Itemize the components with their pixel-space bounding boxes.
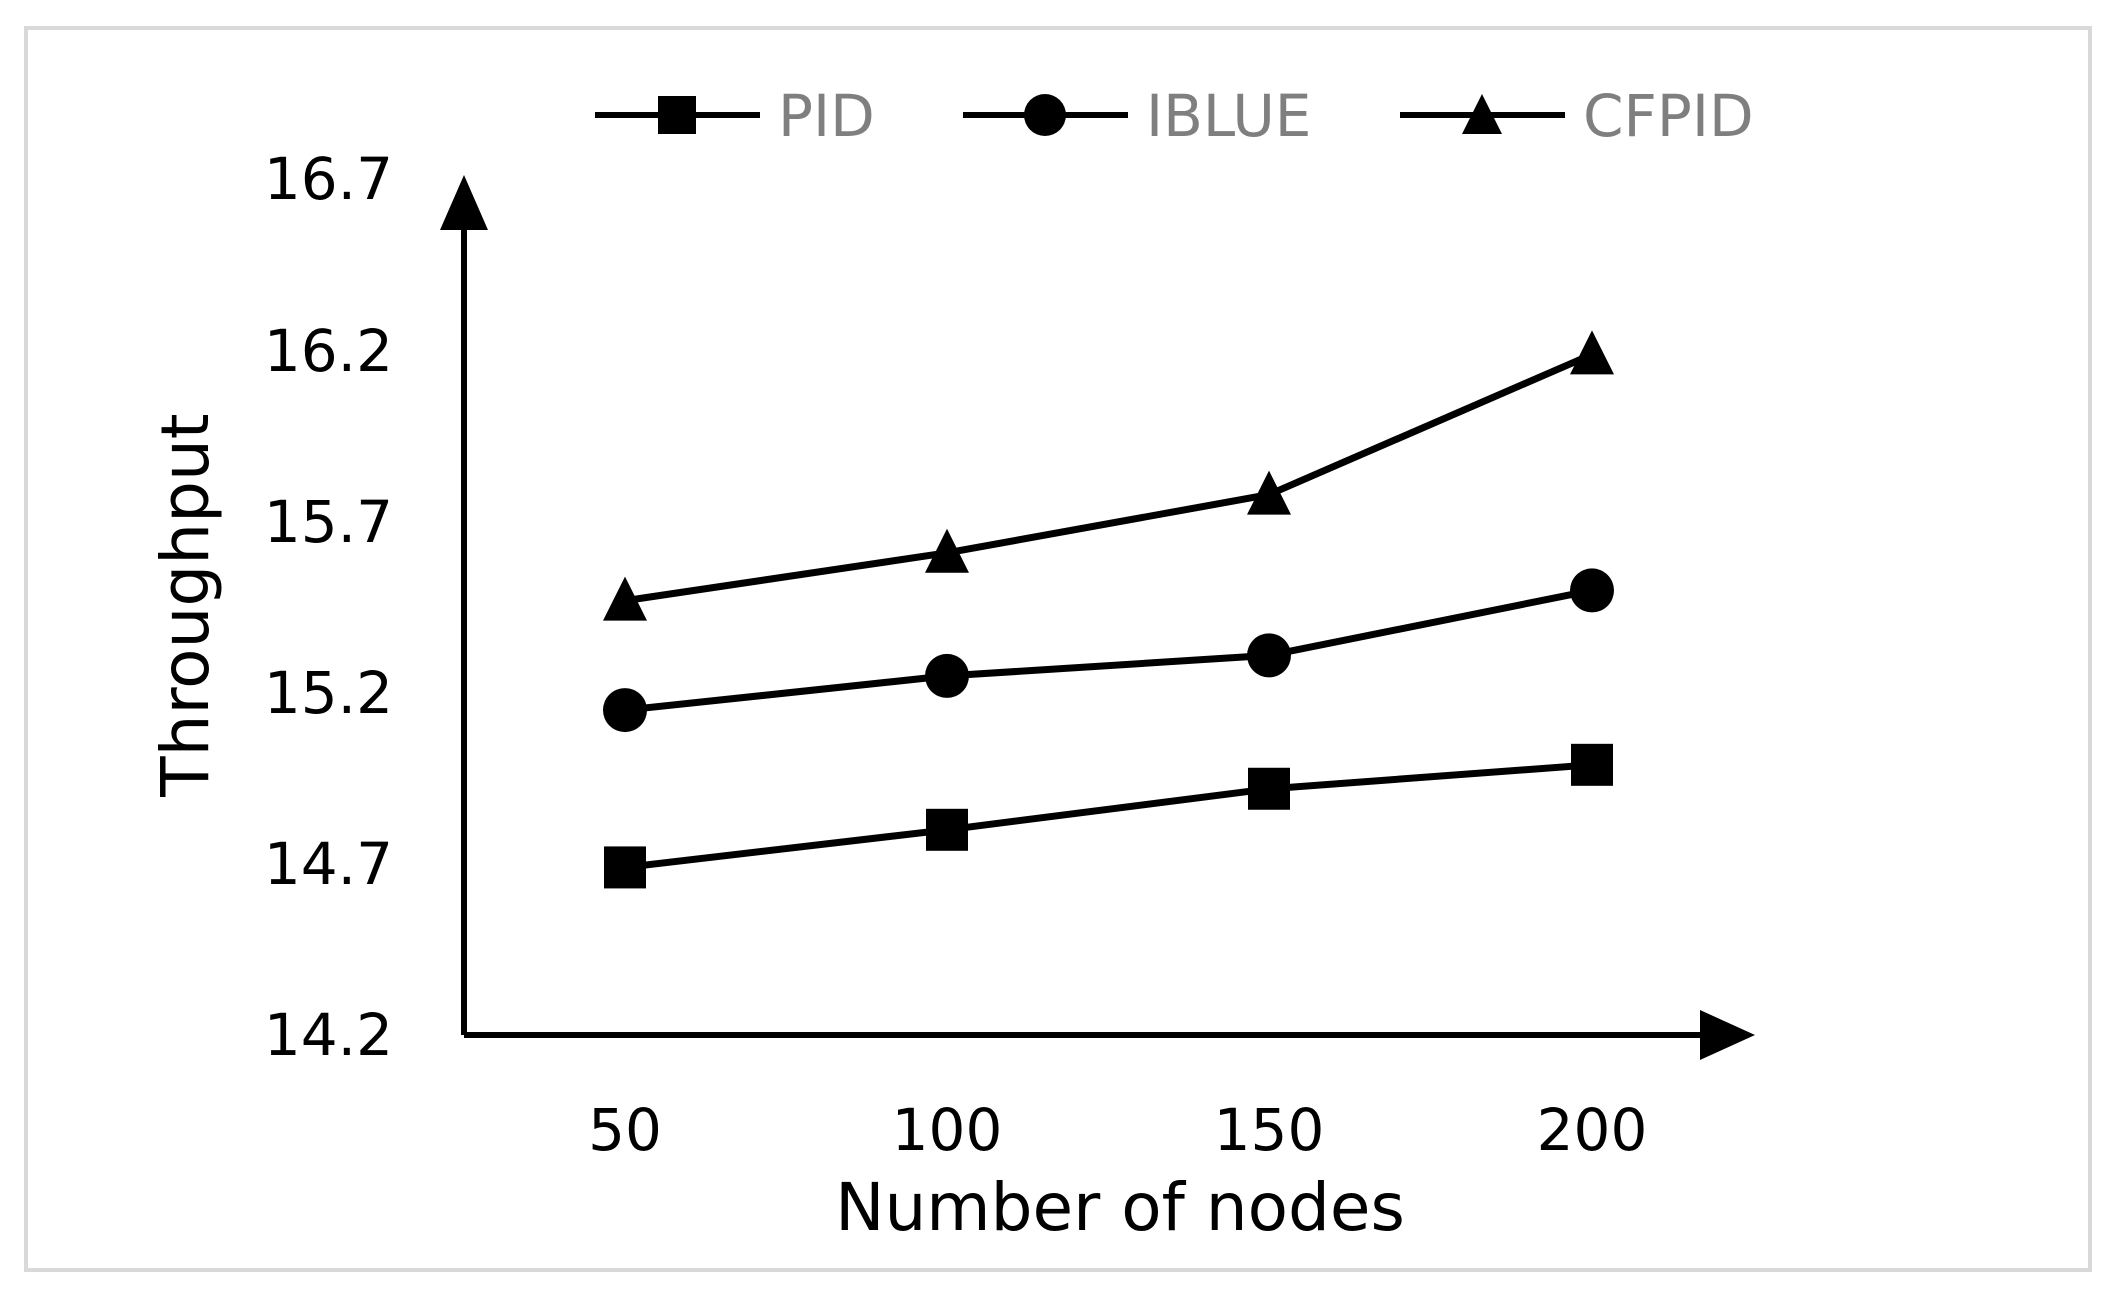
legend-item-iblue: IBLUE — [963, 82, 1311, 150]
y-tick-label: 14.2 — [264, 1001, 393, 1069]
data-point-square — [1248, 767, 1290, 810]
x-tick-label: 150 — [1214, 1096, 1325, 1164]
data-point-circle — [925, 653, 969, 698]
legend: PID IBLUE CFPID — [595, 82, 1754, 150]
axes — [440, 175, 1755, 1060]
square-marker-icon — [658, 96, 696, 134]
series-iblue — [603, 568, 1614, 733]
y-tick-label: 14.7 — [264, 830, 393, 898]
legend-item-pid: PID — [595, 82, 875, 150]
plot-area — [603, 330, 1614, 889]
series-pid — [604, 743, 1613, 889]
y-tick-label: 16.7 — [264, 145, 393, 213]
y-tick-label: 15.7 — [264, 488, 393, 556]
y-tick-labels: 14.2 14.7 15.2 15.7 16.2 16.7 — [264, 145, 393, 1069]
y-axis-arrow — [440, 175, 488, 230]
triangle-marker-icon — [1462, 94, 1502, 134]
y-tick-label: 16.2 — [264, 317, 393, 385]
x-tick-label: 50 — [588, 1096, 662, 1164]
data-point-square — [604, 846, 646, 889]
data-point-square — [1571, 743, 1613, 786]
data-point-circle — [603, 688, 647, 733]
x-tick-label: 200 — [1537, 1096, 1648, 1164]
x-axis-arrow — [1700, 1010, 1755, 1060]
chart-border — [24, 26, 2092, 1272]
legend-label: IBLUE — [1146, 82, 1311, 150]
x-axis-title: Number of nodes — [835, 1169, 1405, 1246]
series-line — [624, 586, 1593, 714]
series-cfpid — [603, 330, 1614, 621]
legend-label: PID — [778, 82, 875, 150]
y-tick-label: 15.2 — [264, 659, 393, 727]
data-point-triangle — [925, 528, 969, 573]
data-point-circle — [1570, 568, 1614, 613]
x-tick-labels: 50 100 150 200 — [588, 1096, 1647, 1164]
x-tick-label: 100 — [892, 1096, 1003, 1164]
data-point-triangle — [1570, 330, 1614, 375]
circle-marker-icon — [1024, 94, 1066, 136]
legend-label: CFPID — [1583, 82, 1754, 150]
series-line — [624, 351, 1594, 605]
y-axis-title: Throughput — [147, 413, 224, 797]
series-line — [624, 761, 1593, 871]
data-point-triangle — [1247, 470, 1291, 515]
data-point-square — [926, 808, 968, 851]
legend-item-cfpid: CFPID — [1400, 82, 1754, 150]
data-point-triangle — [603, 576, 647, 621]
data-point-circle — [1247, 633, 1291, 678]
